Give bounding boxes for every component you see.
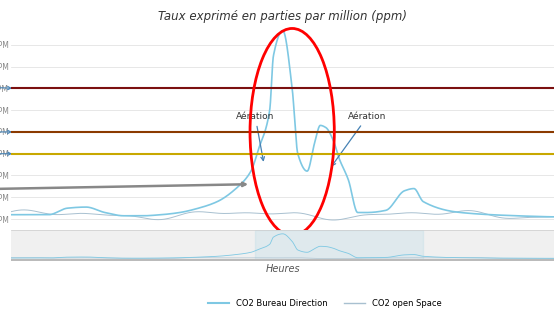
Text: Entrée de 2
personnes dans
la pièce et
fermeture de la
porte: Entrée de 2 personnes dans la pièce et f… (0, 167, 245, 219)
Text: Seuil d'alerte: Seuil d'alerte (0, 128, 11, 136)
Text: Seuil de pré-alerte: Seuil de pré-alerte (0, 149, 11, 158)
Legend: CO2 Bureau Direction, CO2 open Space: CO2 Bureau Direction, CO2 open Space (205, 295, 445, 311)
Text: Aération: Aération (236, 112, 274, 161)
Text: Seuil maxi où il
est impératif
d'aérer et sortir
de la pièce: Seuil maxi où il est impératif d'aérer e… (0, 57, 11, 98)
Bar (255, 230, 423, 261)
X-axis label: Heures: Heures (265, 264, 300, 274)
Title: Taux exprimé en parties par million (ppm): Taux exprimé en parties par million (ppm… (158, 10, 407, 23)
Text: Aération: Aération (332, 112, 387, 166)
